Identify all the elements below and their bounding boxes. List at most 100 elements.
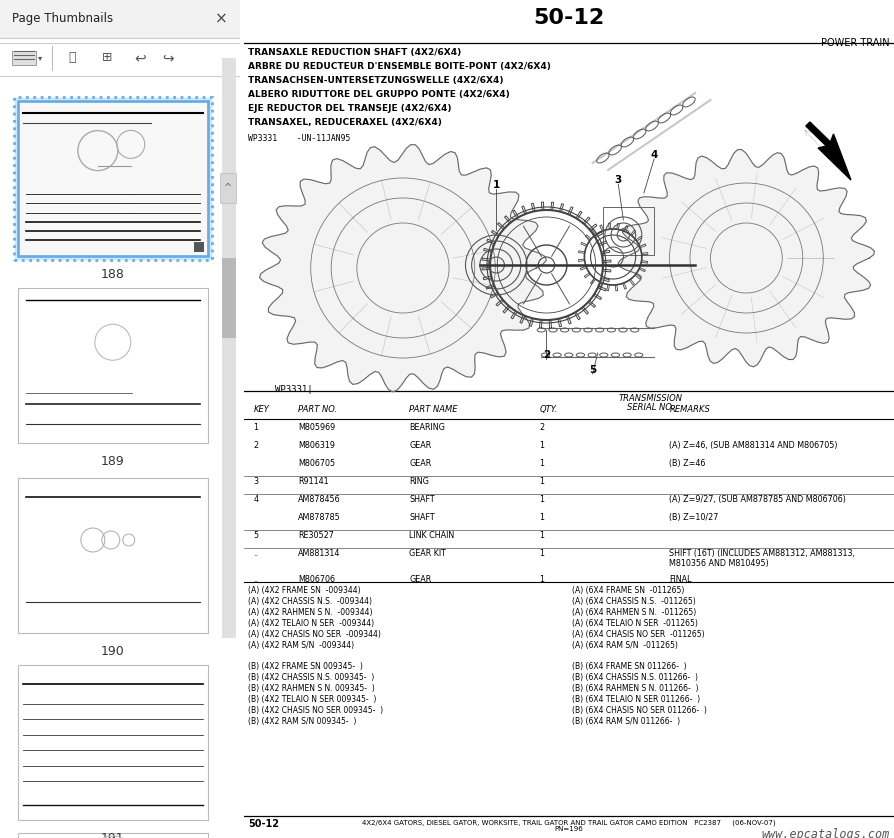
Text: POWER TRAIN: POWER TRAIN <box>822 38 890 48</box>
Text: (B) (4X2 TELAIO N SER 009345-  ): (B) (4X2 TELAIO N SER 009345- ) <box>249 695 376 704</box>
Text: 1: 1 <box>539 459 544 468</box>
Text: (A) (4X2 FRAME SN  -009344): (A) (4X2 FRAME SN -009344) <box>249 586 361 595</box>
Text: ↩: ↩ <box>134 51 146 65</box>
Text: 191: 191 <box>101 831 124 838</box>
Text: WP3331    -UN-11JAN95: WP3331 -UN-11JAN95 <box>249 134 350 143</box>
Text: M806705: M806705 <box>299 459 335 468</box>
Text: AM878785: AM878785 <box>299 513 342 522</box>
Polygon shape <box>618 149 874 367</box>
Polygon shape <box>259 145 546 392</box>
Text: 3: 3 <box>253 477 258 486</box>
Bar <box>18 478 207 633</box>
Text: (B) (6X4 CHASSIS N.S. 011266-  ): (B) (6X4 CHASSIS N.S. 011266- ) <box>572 673 698 682</box>
Bar <box>18 101 207 256</box>
Text: 2: 2 <box>543 350 550 360</box>
Text: GEAR: GEAR <box>409 459 432 468</box>
Text: (B) (4X2 CHASSIS N.S. 009345-  ): (B) (4X2 CHASSIS N.S. 009345- ) <box>249 673 375 682</box>
Text: 2: 2 <box>253 441 258 450</box>
Text: 1: 1 <box>539 477 544 486</box>
Text: (B) (4X2 RAM S/N 009345-  ): (B) (4X2 RAM S/N 009345- ) <box>249 716 357 726</box>
Text: (A) (4X2 RAM S/N  -009344): (A) (4X2 RAM S/N -009344) <box>249 641 354 649</box>
Text: 4: 4 <box>651 150 658 160</box>
Text: WP3331|: WP3331| <box>274 385 312 394</box>
Text: (A) (4X2 CHASIS NO SER  -009344): (A) (4X2 CHASIS NO SER -009344) <box>249 630 381 639</box>
Text: ..: .. <box>253 549 258 558</box>
Text: www.epcatalogs.com: www.epcatalogs.com <box>762 828 890 838</box>
Bar <box>18 665 207 820</box>
Text: RE30527: RE30527 <box>299 531 334 540</box>
Text: TRANSMISSION: TRANSMISSION <box>619 394 683 403</box>
Text: (A) (4X2 CHASSIS N.S.  -009344): (A) (4X2 CHASSIS N.S. -009344) <box>249 597 372 606</box>
Text: BEARING: BEARING <box>409 423 445 432</box>
Text: ^: ^ <box>224 183 232 193</box>
Text: 188: 188 <box>101 267 125 281</box>
Text: (A) (6X4 RAHMEN S N.  -011265): (A) (6X4 RAHMEN S N. -011265) <box>572 608 696 617</box>
Text: M805969: M805969 <box>299 423 335 432</box>
Text: ..: .. <box>253 575 258 584</box>
Text: 1: 1 <box>539 575 544 584</box>
Text: 4: 4 <box>253 495 258 504</box>
Text: LINK CHAIN: LINK CHAIN <box>409 531 454 540</box>
Text: (B) (6X4 FRAME SN 011266-  ): (B) (6X4 FRAME SN 011266- ) <box>572 662 687 670</box>
Bar <box>603 207 654 255</box>
Text: (A) (4X2 RAHMEN S N.  -009344): (A) (4X2 RAHMEN S N. -009344) <box>249 608 373 617</box>
Bar <box>194 242 204 252</box>
Bar <box>222 258 236 338</box>
Text: 1: 1 <box>539 495 544 504</box>
Text: (B) (6X4 RAM S/N 011266-  ): (B) (6X4 RAM S/N 011266- ) <box>572 716 680 726</box>
Text: R91141: R91141 <box>299 477 329 486</box>
Text: EJE REDUCTOR DEL TRANSEJE (4X2/6X4): EJE REDUCTOR DEL TRANSEJE (4X2/6X4) <box>249 104 451 113</box>
Text: ALBERO RIDUTTORE DEL GRUPPO PONTE (4X2/6X4): ALBERO RIDUTTORE DEL GRUPPO PONTE (4X2/6… <box>249 90 510 99</box>
Text: PN=196: PN=196 <box>554 826 584 832</box>
Text: RING: RING <box>409 477 429 486</box>
Text: (B) Z=10/27: (B) Z=10/27 <box>670 513 719 522</box>
Text: 3: 3 <box>614 175 622 185</box>
Text: ↪: ↪ <box>162 51 173 65</box>
Text: TRANSAXLE REDUCTION SHAFT (4X2/6X4): TRANSAXLE REDUCTION SHAFT (4X2/6X4) <box>249 48 461 57</box>
Text: KEY: KEY <box>253 405 269 414</box>
Text: 189: 189 <box>101 454 124 468</box>
Text: M806706: M806706 <box>299 575 335 584</box>
Bar <box>0 0 240 38</box>
Text: REMARKS: REMARKS <box>670 405 711 414</box>
Text: AM878456: AM878456 <box>299 495 341 504</box>
Text: (A) (4X2 TELAIO N SER  -009344): (A) (4X2 TELAIO N SER -009344) <box>249 618 375 628</box>
Bar <box>12 51 36 65</box>
Bar <box>14 97 212 260</box>
Text: (A) Z=46, (SUB AM881314 AND M806705): (A) Z=46, (SUB AM881314 AND M806705) <box>670 441 838 450</box>
Text: (A) (6X4 FRAME SN  -011265): (A) (6X4 FRAME SN -011265) <box>572 586 685 595</box>
Text: PART NAME: PART NAME <box>409 405 458 414</box>
Text: 190: 190 <box>101 644 124 658</box>
Text: ▾: ▾ <box>38 54 42 63</box>
Text: 1: 1 <box>253 423 258 432</box>
Text: PART NO.: PART NO. <box>299 405 338 414</box>
Text: (B) (6X4 RAHMEN S N. 011266-  ): (B) (6X4 RAHMEN S N. 011266- ) <box>572 684 698 693</box>
Text: (B) (6X4 TELAIO N SER 011266-  ): (B) (6X4 TELAIO N SER 011266- ) <box>572 695 700 704</box>
Text: SERIAL NO.: SERIAL NO. <box>628 403 675 412</box>
Text: (B) (4X2 RAHMEN S N. 009345-  ): (B) (4X2 RAHMEN S N. 009345- ) <box>249 684 375 693</box>
Text: (B) (6X4 CHASIS NO SER 011266-  ): (B) (6X4 CHASIS NO SER 011266- ) <box>572 706 707 715</box>
Bar <box>222 58 236 638</box>
Text: 4X2/6X4 GATORS, DIESEL GATOR, WORKSITE, TRAIL GATOR AND TRAIL GATOR CAMO EDITION: 4X2/6X4 GATORS, DIESEL GATOR, WORKSITE, … <box>362 819 776 825</box>
Text: 5: 5 <box>253 531 258 540</box>
Text: GEAR: GEAR <box>409 575 432 584</box>
Text: 5: 5 <box>589 365 596 375</box>
Text: 50-12: 50-12 <box>249 819 279 829</box>
Text: (B) (4X2 FRAME SN 009345-  ): (B) (4X2 FRAME SN 009345- ) <box>249 662 363 670</box>
Text: ARBRE DU REDUCTEUR D'ENSEMBLE BOITE-PONT (4X2/6X4): ARBRE DU REDUCTEUR D'ENSEMBLE BOITE-PONT… <box>249 62 551 71</box>
Text: SHAFT: SHAFT <box>409 495 434 504</box>
Text: (A) Z=9/27, (SUB AM878785 AND M806706): (A) Z=9/27, (SUB AM878785 AND M806706) <box>670 495 847 504</box>
Text: M806319: M806319 <box>299 441 335 450</box>
Text: GEAR KIT: GEAR KIT <box>409 549 446 558</box>
Text: ×: × <box>215 12 228 27</box>
Text: 1: 1 <box>539 441 544 450</box>
Text: 1: 1 <box>539 531 544 540</box>
Text: (A) (6X4 RAM S/N  -011265): (A) (6X4 RAM S/N -011265) <box>572 641 678 649</box>
Text: 🗑: 🗑 <box>68 51 76 65</box>
Text: SHIFT (16T) (INCLUDES AM881312, AM881313,: SHIFT (16T) (INCLUDES AM881312, AM881313… <box>670 549 856 558</box>
Text: TRANSACHSEN-UNTERSETZUNGSWELLE (4X2/6X4): TRANSACHSEN-UNTERSETZUNGSWELLE (4X2/6X4) <box>249 76 503 85</box>
Text: GEAR: GEAR <box>409 441 432 450</box>
Text: 50-12: 50-12 <box>534 8 604 28</box>
Text: (A) (6X4 TELAIO N SER  -011265): (A) (6X4 TELAIO N SER -011265) <box>572 618 698 628</box>
Text: (B) (4X2 CHASIS NO SER 009345-  ): (B) (4X2 CHASIS NO SER 009345- ) <box>249 706 384 715</box>
